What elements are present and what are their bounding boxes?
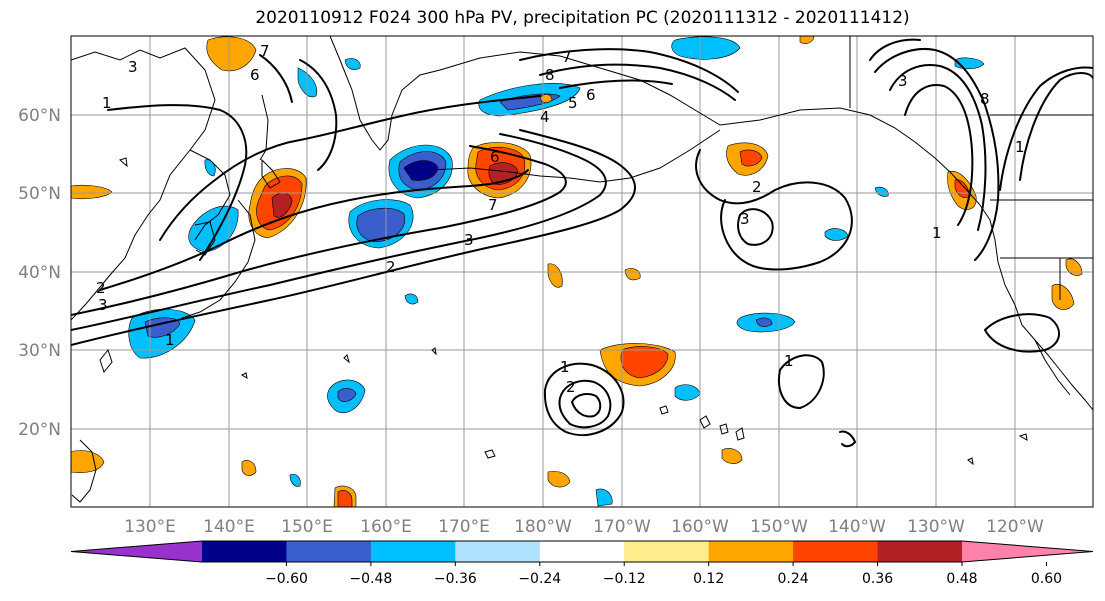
lat-label: 30°N: [18, 341, 61, 361]
map-title: 2020110912 F024 300 hPa PV, precipitatio…: [255, 8, 910, 28]
colorbar-tick-label: −0.12: [603, 571, 646, 587]
colorbar-tick-label: 0.48: [946, 571, 977, 587]
svg-text:4: 4: [540, 108, 550, 126]
colorbar-tick-label: −0.36: [434, 571, 477, 587]
svg-text:7: 7: [562, 48, 572, 66]
svg-text:8: 8: [980, 90, 990, 108]
svg-text:1: 1: [165, 331, 175, 349]
colorbar-segment: [708, 541, 794, 562]
svg-text:3: 3: [98, 296, 108, 314]
svg-text:2: 2: [386, 258, 396, 276]
svg-text:1: 1: [1015, 138, 1025, 156]
svg-text:7: 7: [488, 196, 498, 214]
svg-text:1: 1: [784, 352, 794, 370]
map-panel: 1 1 1 1 1 2 2 2 2 3 3 3 3 4 5 6 6 6 7 7 …: [71, 36, 1093, 507]
lat-label: 60°N: [18, 106, 61, 126]
colorbar-tick-label: −0.48: [349, 571, 392, 587]
lon-label: 150°E: [281, 517, 333, 537]
lon-label: 160°E: [360, 517, 412, 537]
svg-text:1: 1: [932, 224, 942, 242]
colorbar: −0.60 −0.48 −0.36 −0.24 −0.12 0.12 0.24 0.36 0.4…: [70, 540, 1094, 587]
pv-contours: [71, 38, 1093, 448]
svg-text:1: 1: [560, 358, 570, 376]
lon-label: 120°W: [986, 517, 1044, 537]
svg-text:1: 1: [102, 94, 112, 112]
colorbar-segment: [539, 541, 625, 562]
colorbar-segment: [624, 541, 710, 562]
colorbar-segment: [370, 541, 456, 562]
svg-text:2: 2: [752, 178, 762, 196]
svg-text:2: 2: [566, 378, 576, 396]
lat-label: 50°N: [18, 184, 61, 204]
colorbar-segment: [877, 541, 963, 562]
precipitation-shading: [71, 36, 1083, 507]
svg-text:6: 6: [490, 148, 500, 166]
colorbar-tick-label: 0.24: [778, 571, 809, 587]
lon-label: 140°E: [203, 517, 255, 537]
colorbar-extend-high: [962, 541, 1093, 562]
latitude-axis: 60°N 50°N 40°N 30°N 20°N: [18, 106, 61, 440]
lon-label: 130°E: [124, 517, 176, 537]
colorbar-tick-label: 0.60: [1031, 571, 1062, 587]
lon-label: 160°W: [671, 517, 729, 537]
contour-labels: 1 1 1 1 1 2 2 2 2 3 3 3 3 4 5 6 6 6 7 7 …: [96, 42, 1025, 396]
lon-label: 170°E: [438, 517, 490, 537]
colorbar-extend-low: [71, 541, 202, 562]
colorbar-segment: [202, 541, 287, 562]
svg-text:3: 3: [740, 210, 750, 228]
svg-text:5: 5: [568, 94, 578, 112]
svg-text:7: 7: [260, 42, 270, 60]
colorbar-segment: [455, 541, 541, 562]
colorbar-tick-label: −0.60: [265, 571, 308, 587]
graticule: [71, 36, 1093, 507]
lat-label: 40°N: [18, 263, 61, 283]
lon-label: 170°W: [593, 517, 651, 537]
longitude-axis: 130°E 140°E 150°E 160°E 170°E 180°W 170°…: [124, 517, 1044, 537]
svg-text:2: 2: [96, 279, 106, 297]
svg-text:6: 6: [250, 66, 260, 84]
lon-label: 130°W: [907, 517, 965, 537]
svg-text:3: 3: [128, 58, 138, 76]
svg-text:8: 8: [545, 66, 555, 84]
svg-text:6: 6: [586, 86, 596, 104]
lon-label: 150°W: [750, 517, 808, 537]
svg-text:3: 3: [898, 72, 908, 90]
colorbar-outline: [70, 540, 1094, 563]
lon-label: 180°W: [514, 517, 572, 537]
colorbar-segment: [286, 541, 372, 562]
lon-label: 140°W: [828, 517, 886, 537]
colorbar-tick-label: −0.24: [518, 571, 561, 587]
colorbar-segment: [793, 541, 879, 562]
map-frame: [70, 35, 1094, 508]
lat-label: 20°N: [18, 420, 61, 440]
svg-text:3: 3: [464, 231, 474, 249]
colorbar-tick-label: 0.36: [862, 571, 893, 587]
colorbar-tick-label: 0.12: [693, 571, 724, 587]
